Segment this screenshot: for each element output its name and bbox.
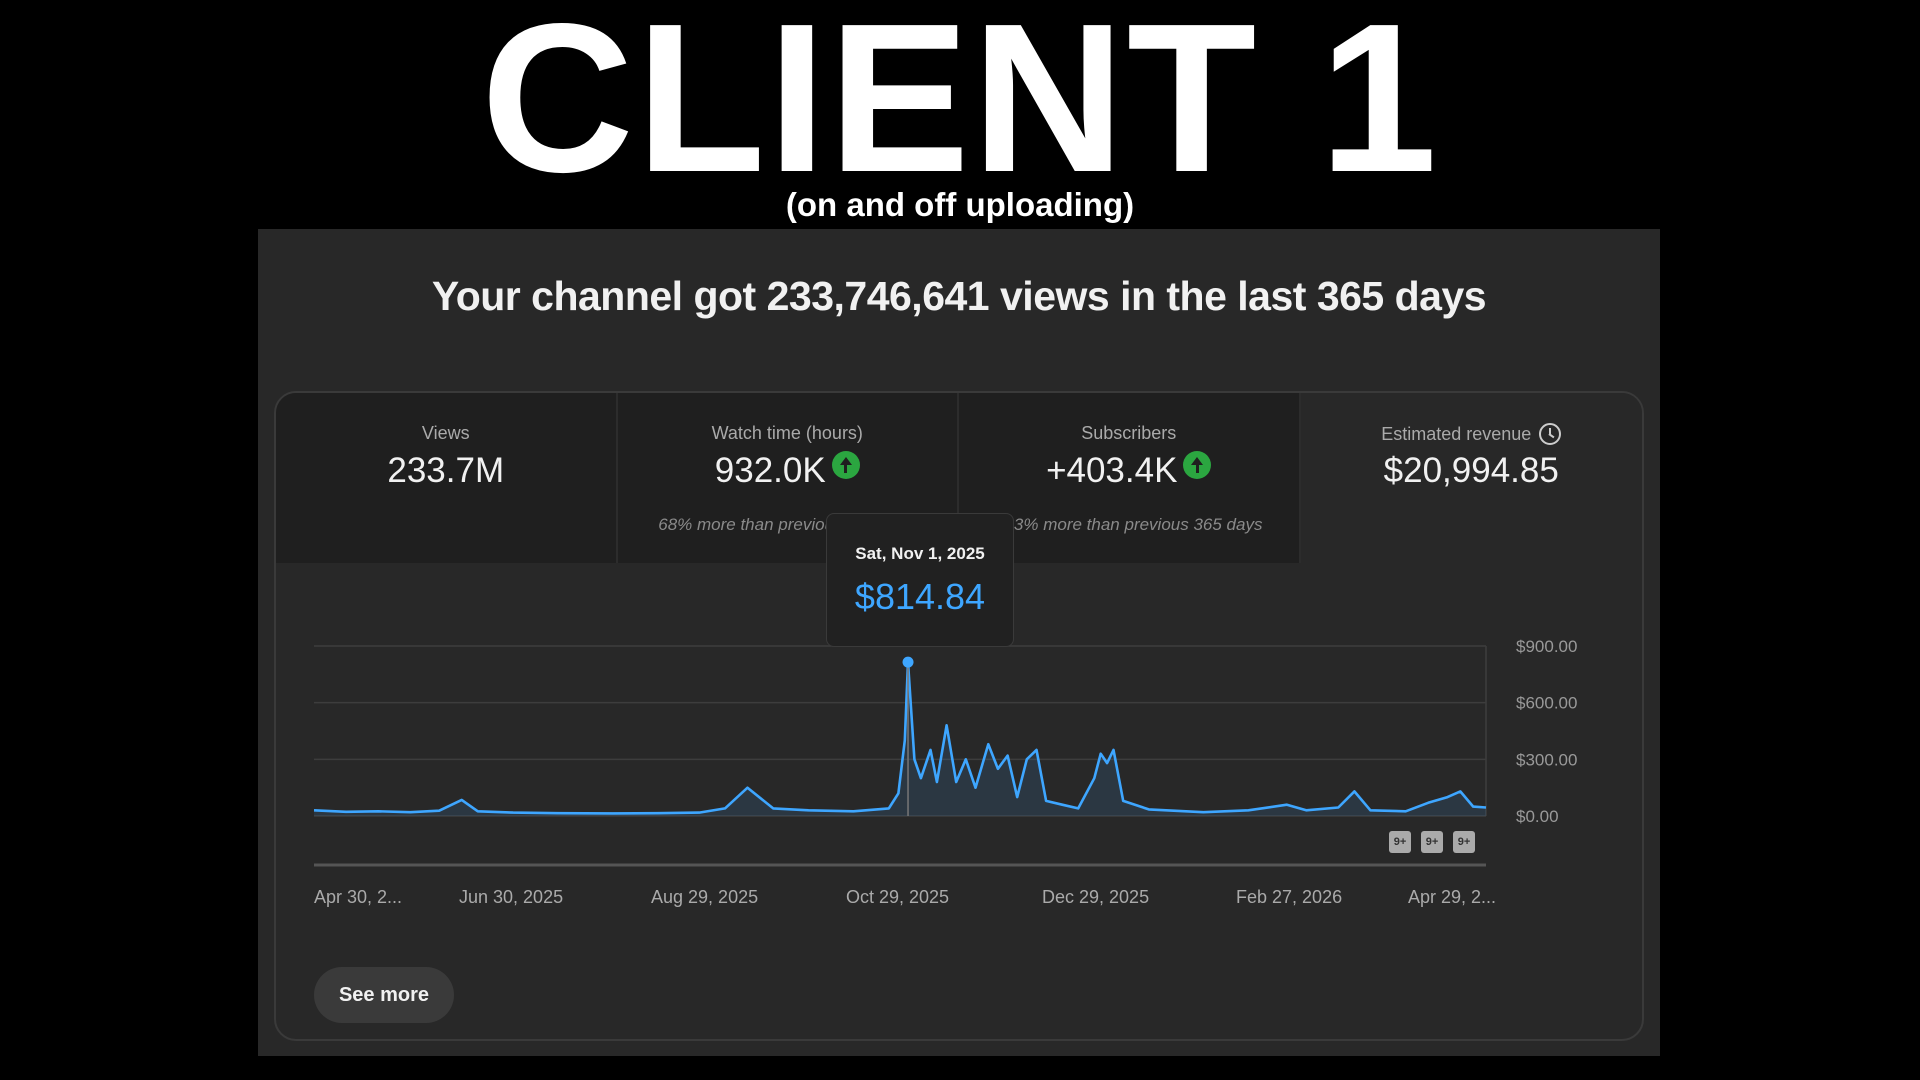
x-tick-label: Apr 29, 2... bbox=[1408, 887, 1496, 907]
tooltip-date: Sat, Nov 1, 2025 bbox=[855, 544, 985, 563]
metric-label: Views bbox=[421, 423, 470, 443]
x-tick-label: Apr 30, 2... bbox=[314, 887, 402, 907]
metrics-card: Views 233.7M Watch time (hours) 932.0K 6… bbox=[274, 391, 1644, 1041]
metric-tab-estimated-revenue[interactable]: Estimated revenue $20,994.85 bbox=[1300, 393, 1643, 563]
metric-value-wrap: +403.4K bbox=[959, 451, 1299, 491]
metric-value: 233.7M bbox=[387, 451, 505, 490]
clock-icon[interactable] bbox=[1539, 423, 1562, 445]
metric-label-wrap: Estimated revenue bbox=[1301, 423, 1643, 445]
revenue-chart[interactable]: $0.00 $300.00 $600.00 $900.00 Apr 30, 2... Ju… bbox=[276, 393, 1644, 1041]
banner-subtitle: (on and off uploading) bbox=[785, 186, 1135, 223]
metric-label: Watch time (hours) bbox=[711, 423, 863, 443]
metric-value-wrap: 932.0K bbox=[618, 451, 958, 491]
series-line bbox=[313, 660, 1487, 815]
notification-badge[interactable]: 9+ bbox=[1421, 831, 1443, 853]
y-tick-label: $600.00 bbox=[1516, 694, 1577, 713]
x-tick-label: Dec 29, 2025 bbox=[1042, 887, 1149, 907]
metric-value: $20,994.85 bbox=[1383, 451, 1559, 490]
y-tick-label: $300.00 bbox=[1516, 750, 1577, 769]
up-arrow-icon bbox=[1183, 451, 1212, 479]
metric-tabs: Views 233.7M Watch time (hours) 932.0K 6… bbox=[276, 393, 1642, 563]
metric-value: 932.0K bbox=[714, 451, 826, 490]
tooltip-value: $814.84 bbox=[854, 576, 986, 617]
metric-label: Subscribers bbox=[1081, 423, 1177, 443]
metric-comparison: 223% more than previous 365 days bbox=[995, 515, 1263, 534]
series-area bbox=[314, 662, 1486, 816]
highlight-point bbox=[902, 656, 914, 668]
x-tick-label: Aug 29, 2025 bbox=[651, 887, 758, 907]
banner-title: CLIENT 1 bbox=[480, 0, 1440, 216]
analytics-panel: Your channel got 233,746,641 views in th… bbox=[258, 229, 1660, 1056]
page-title: Your channel got 233,746,641 views in th… bbox=[431, 273, 1487, 319]
x-tick-label: Feb 27, 2026 bbox=[1236, 887, 1342, 907]
chart-tooltip: Sat, Nov 1, 2025 $814.84 bbox=[826, 513, 1014, 647]
see-more-button[interactable]: See more bbox=[314, 967, 454, 1023]
x-tick-label: Jun 30, 2025 bbox=[459, 887, 563, 907]
up-arrow-icon bbox=[831, 451, 860, 479]
metric-tab-views[interactable]: Views 233.7M bbox=[276, 393, 618, 563]
metric-label: Estimated revenue bbox=[1381, 424, 1532, 444]
metric-value: +403.4K bbox=[1046, 451, 1178, 490]
y-tick-label: $900.00 bbox=[1516, 637, 1577, 656]
metric-tab-subscribers[interactable]: Subscribers +403.4K 223% more than previ… bbox=[959, 393, 1301, 563]
y-tick-label: $0.00 bbox=[1516, 807, 1559, 826]
notification-badge[interactable]: 9+ bbox=[1389, 831, 1411, 853]
x-tick-label: Oct 29, 2025 bbox=[846, 887, 949, 907]
notification-badge[interactable]: 9+ bbox=[1453, 831, 1475, 853]
metric-tab-watch-time[interactable]: Watch time (hours) 932.0K 68% more than … bbox=[617, 393, 959, 563]
